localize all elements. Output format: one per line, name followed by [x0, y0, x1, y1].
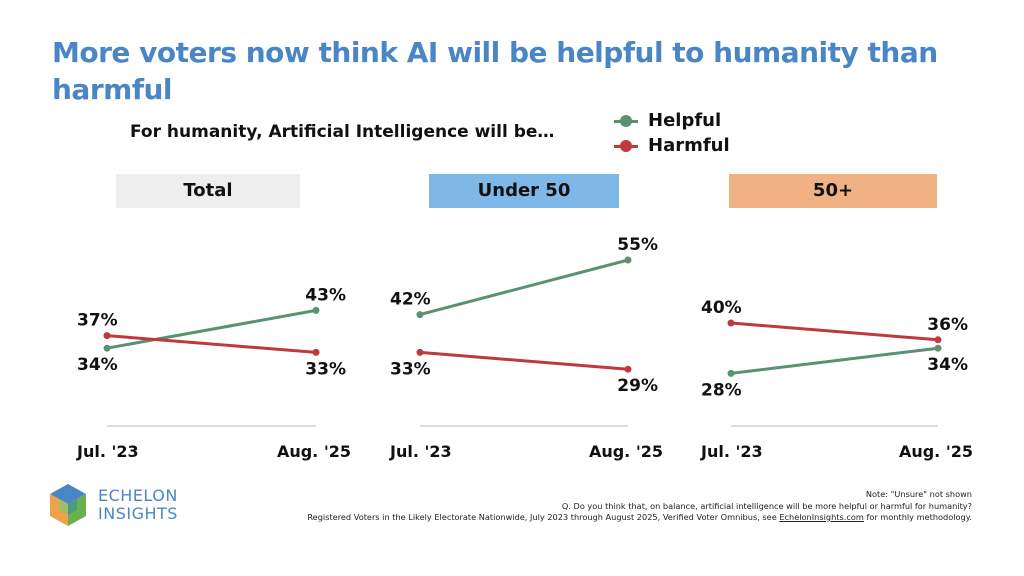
- note-methodology-text: Registered Voters in the Likely Electora…: [307, 512, 780, 522]
- logo-line-1: ECHELON: [98, 486, 178, 505]
- legend-item-helpful: Helpful: [614, 108, 730, 133]
- logo-line-2: INSIGHTS: [98, 504, 178, 523]
- data-point-under-50-harmful-0: [416, 348, 424, 356]
- legend: Helpful Harmful: [614, 108, 730, 158]
- x-tick-label-total-1: Aug. '25: [277, 442, 351, 461]
- chart-subtitle: For humanity, Artificial Intelligence wi…: [130, 122, 555, 142]
- data-point-50-plus-helpful-0: [727, 369, 735, 377]
- data-label-50-plus-helpful-1: 34%: [927, 355, 968, 375]
- note-methodology: Registered Voters in the Likely Electora…: [307, 512, 972, 524]
- x-tick-label-under-50-0: Jul. '23: [389, 442, 452, 461]
- data-point-under-50-helpful-0: [416, 311, 424, 319]
- data-label-under-50-helpful-1: 55%: [617, 235, 658, 255]
- data-label-50-plus-harmful-1: 36%: [927, 315, 968, 335]
- panel-header-50-plus: 50+: [729, 174, 937, 208]
- data-label-50-plus-helpful-0: 28%: [701, 380, 742, 400]
- x-tick-label-under-50-1: Aug. '25: [589, 442, 663, 461]
- x-tick-label-total-0: Jul. '23: [76, 442, 139, 461]
- series-line-total-helpful: [106, 308, 317, 350]
- data-point-total-helpful-1: [312, 306, 320, 314]
- series-line-total-harmful: [106, 334, 317, 354]
- note-methodology-suffix: for monthly methodology.: [863, 512, 972, 522]
- legend-swatch-helpful: [614, 114, 638, 127]
- data-point-50-plus-harmful-1: [934, 336, 942, 344]
- x-tick-label-50-plus-1: Aug. '25: [899, 442, 973, 461]
- data-point-under-50-helpful-1: [624, 256, 632, 264]
- legend-label-harmful: Harmful: [648, 135, 730, 156]
- series-line-50-plus-harmful: [730, 321, 939, 342]
- data-label-total-harmful-0: 37%: [77, 311, 118, 331]
- data-point-total-harmful-0: [103, 332, 111, 340]
- series-line-under-50-helpful: [419, 258, 629, 317]
- legend-swatch-harmful: [614, 139, 638, 152]
- legend-label-helpful: Helpful: [648, 110, 722, 131]
- data-label-total-harmful-1: 33%: [305, 359, 346, 379]
- x-tick-label-50-plus-0: Jul. '23: [700, 442, 763, 461]
- echelon-link[interactable]: EchelonInsights.com: [779, 512, 864, 522]
- data-point-total-harmful-1: [312, 348, 320, 356]
- note-question: Q. Do you think that, on balance, artifi…: [561, 500, 972, 511]
- data-point-50-plus-harmful-0: [727, 319, 735, 327]
- data-label-under-50-harmful-0: 33%: [390, 359, 431, 379]
- panel-header-under-50: Under 50: [429, 174, 619, 208]
- panel-header-total: Total: [116, 174, 300, 208]
- data-label-under-50-harmful-1: 29%: [617, 376, 658, 396]
- data-label-total-helpful-0: 34%: [77, 355, 118, 375]
- legend-item-harmful: Harmful: [614, 133, 730, 158]
- note-unsure: Note: "Unsure" not shown: [865, 489, 972, 499]
- data-label-under-50-helpful-0: 42%: [390, 290, 431, 310]
- data-label-50-plus-harmful-0: 40%: [701, 298, 742, 318]
- echelon-logo: ECHELON INSIGHTS: [46, 482, 178, 528]
- data-point-50-plus-helpful-1: [934, 344, 942, 352]
- cube-logo-icon: [50, 484, 86, 526]
- data-point-total-helpful-0: [103, 344, 111, 352]
- series-line-50-plus-helpful: [730, 346, 939, 375]
- footnotes: Note: "Unsure" not shown Q. Do you think…: [307, 489, 972, 524]
- page-title: More voters now think AI will be helpful…: [52, 36, 938, 106]
- data-point-under-50-harmful-1: [624, 365, 632, 373]
- series-line-under-50-harmful: [419, 350, 629, 371]
- data-label-total-helpful-1: 43%: [305, 285, 346, 305]
